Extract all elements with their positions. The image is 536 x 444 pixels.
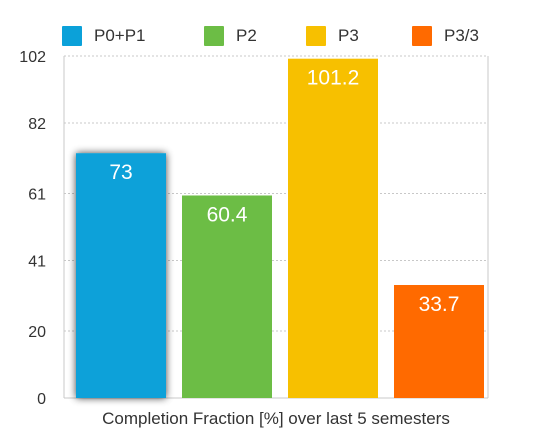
bar-value-label: 33.7: [419, 293, 460, 316]
bar-p0-p1: [76, 153, 166, 398]
x-axis-label: Completion Fraction [%] over last 5 seme…: [102, 409, 450, 428]
bars: [76, 58, 484, 399]
bar-p2: [182, 195, 272, 398]
bar-p3: [288, 58, 378, 399]
legend-item-p0p1: P0+P1: [62, 25, 146, 47]
y-tick-labels: 0 20 41 61 82 102: [19, 49, 46, 408]
legend-label: P3: [338, 26, 359, 45]
y-tick-label: 20: [28, 324, 46, 341]
bar-labels: 73 60.4 101.2 33.7: [109, 67, 459, 316]
legend-label: P3/3: [444, 26, 479, 45]
y-tick-label: 61: [28, 186, 46, 203]
y-tick-label: 102: [19, 49, 46, 66]
legend-item-p3: P3: [306, 25, 359, 47]
legend-swatch: [306, 26, 326, 46]
bar-value-label: 73: [109, 161, 132, 184]
bar-p3-3: [394, 285, 484, 398]
bar-value-label: 60.4: [207, 203, 248, 226]
legend-swatch: [204, 26, 224, 46]
legend-swatch: [62, 26, 82, 46]
bar-value-label: 101.2: [307, 67, 360, 90]
legend-label: P0+P1: [94, 26, 146, 45]
legend-item-p3-3: P3/3: [412, 25, 479, 47]
legend-item-p2: P2: [204, 25, 257, 47]
y-tick-label: 82: [28, 116, 46, 133]
y-tick-label: 0: [37, 391, 46, 408]
legend-label: P2: [236, 26, 257, 45]
legend-swatch: [412, 26, 432, 46]
y-tick-label: 41: [28, 254, 46, 271]
